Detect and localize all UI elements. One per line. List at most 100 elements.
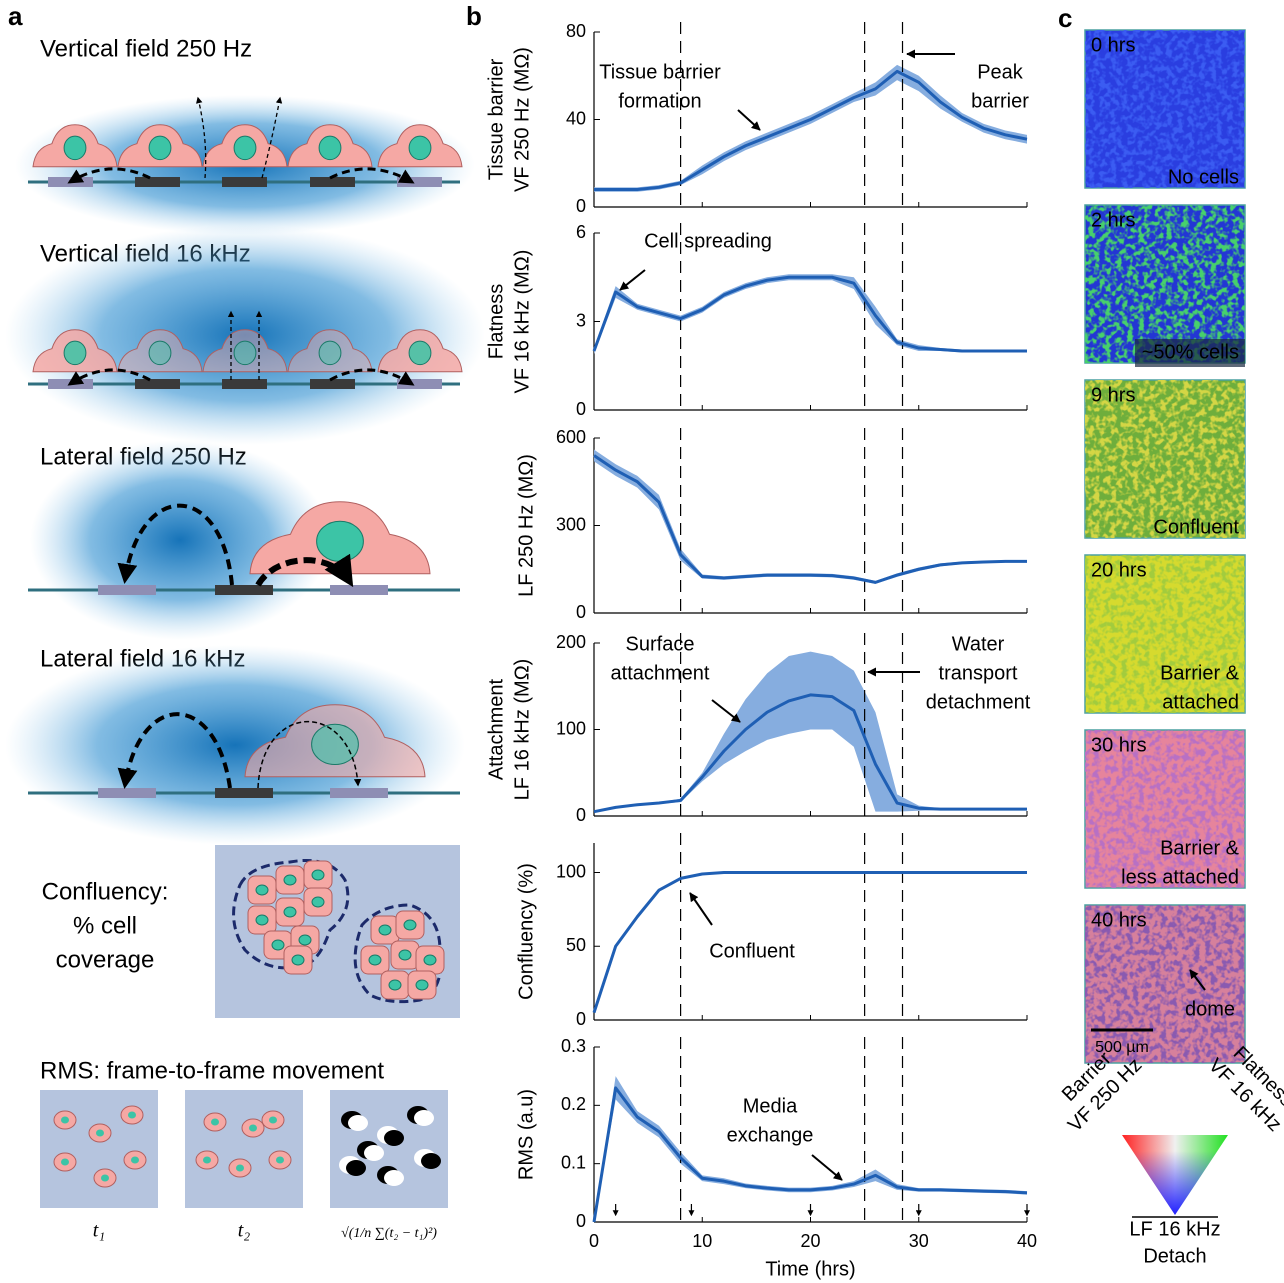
electrode (222, 177, 267, 187)
electrode (135, 379, 180, 389)
data-line (594, 277, 1027, 351)
y-tick-label: 600 (556, 427, 586, 447)
y-axis-label: Tissue barrier (485, 58, 507, 180)
nucleus (236, 1165, 244, 1172)
y-tick-label: 0 (576, 805, 586, 825)
annotation-arrow (620, 270, 645, 290)
x-axis-label: Time (hrs) (765, 1258, 855, 1280)
confluency-label: Confluency: (42, 878, 169, 905)
annotation: detachment (926, 691, 1031, 713)
difference-blob (348, 1115, 368, 1131)
nucleus (299, 935, 311, 945)
tile-time: 0 hrs (1091, 34, 1135, 56)
color-triangle-overlay (1122, 1135, 1228, 1215)
rms-formula: √(1/n ∑(t₂ − t₁)²) (341, 1226, 437, 1241)
nucleus (256, 885, 268, 895)
nucleus (404, 920, 416, 930)
nucleus (292, 955, 304, 965)
y-axis-label: VF 16 kHz (MΩ) (511, 250, 533, 394)
y-tick-label: 100 (556, 718, 586, 738)
annotation: formation (618, 90, 701, 112)
nucleus (256, 915, 268, 925)
annotation: exchange (727, 1124, 814, 1146)
rms-title: RMS: frame-to-frame movement (40, 1057, 384, 1084)
nucleus (61, 1117, 69, 1124)
nucleus (64, 341, 86, 365)
difference-blob (346, 1160, 366, 1176)
nucleus (409, 341, 431, 365)
y-tick-label: 200 (556, 632, 586, 652)
nucleus (249, 1125, 257, 1132)
nucleus (149, 136, 171, 160)
y-axis-label: Flatness (485, 284, 507, 360)
y-tick-label: 3 (576, 310, 586, 330)
annotation-arrow (738, 110, 760, 130)
tile-caption: Confluent (1153, 516, 1239, 538)
y-tick-label: 40 (566, 108, 586, 128)
difference-blob (384, 1130, 404, 1146)
panel-letter: a (8, 1, 23, 31)
electrode (310, 379, 355, 389)
nucleus (409, 136, 431, 160)
error-band (594, 1076, 1027, 1222)
y-axis-label: LF 16 kHz (MΩ) (511, 659, 533, 801)
nucleus (211, 1119, 219, 1126)
nucleus (234, 136, 256, 160)
annotation: Confluent (709, 940, 795, 962)
tile-caption: less attached (1121, 866, 1239, 888)
nucleus (317, 521, 364, 561)
y-tick-label: 0.3 (561, 1036, 586, 1056)
electrode (98, 585, 156, 595)
y-tick-label: 0 (576, 399, 586, 419)
y-axis-label: RMS (a.u) (515, 1089, 537, 1180)
panel-letter: b (466, 1, 482, 31)
nucleus (312, 897, 324, 907)
difference-blob (364, 1145, 384, 1161)
y-axis-label: LF 250 Hz (MΩ) (515, 454, 537, 597)
nucleus (399, 950, 411, 960)
frame-box (185, 1090, 303, 1208)
data-line (594, 71, 1027, 189)
nucleus (101, 1175, 109, 1182)
annotation: attachment (611, 662, 710, 684)
y-axis-label: VF 250 Hz (MΩ) (511, 47, 533, 192)
y-tick-label: 0 (576, 1009, 586, 1029)
electrode (397, 379, 442, 389)
annotation-arrow (712, 700, 740, 722)
x-tick-label: 30 (909, 1231, 929, 1251)
data-line (594, 1088, 1027, 1222)
annotation: transport (939, 662, 1018, 684)
electrode (330, 788, 388, 798)
y-tick-label: 0.1 (561, 1152, 586, 1172)
annotation: Tissue barrier (599, 61, 721, 83)
tile-time: 9 hrs (1091, 384, 1135, 406)
data-line (594, 456, 1027, 583)
nucleus (424, 955, 436, 965)
tile-caption: ~50% cells (1142, 341, 1239, 363)
figure: aVertical field 250 HzVertical field 16 … (0, 0, 1284, 1283)
legend-label: Detach (1143, 1245, 1206, 1267)
data-line (594, 873, 1027, 1013)
tile-caption: Barrier & (1160, 662, 1240, 684)
electrode (330, 585, 388, 595)
x-tick-label: 20 (800, 1231, 820, 1251)
annotation: Media (743, 1095, 798, 1117)
frame-box (40, 1090, 158, 1208)
legend-label: LF 16 kHz (1129, 1218, 1220, 1240)
annotation: Peak (977, 61, 1024, 83)
nucleus (61, 1159, 69, 1166)
y-tick-label: 0.2 (561, 1094, 586, 1114)
nucleus (416, 980, 428, 990)
electrode (135, 177, 180, 187)
x-tick-label: 0 (589, 1231, 599, 1251)
x-tick-label: 40 (1017, 1231, 1037, 1251)
nucleus (276, 1157, 284, 1164)
electrode (222, 379, 267, 389)
nucleus (96, 1130, 104, 1137)
nucleus (234, 341, 256, 365)
nucleus (319, 341, 341, 365)
nucleus (272, 940, 284, 950)
y-axis-label: Confluency (%) (515, 863, 537, 1000)
y-tick-label: 0 (576, 1211, 586, 1231)
electrode (98, 788, 156, 798)
